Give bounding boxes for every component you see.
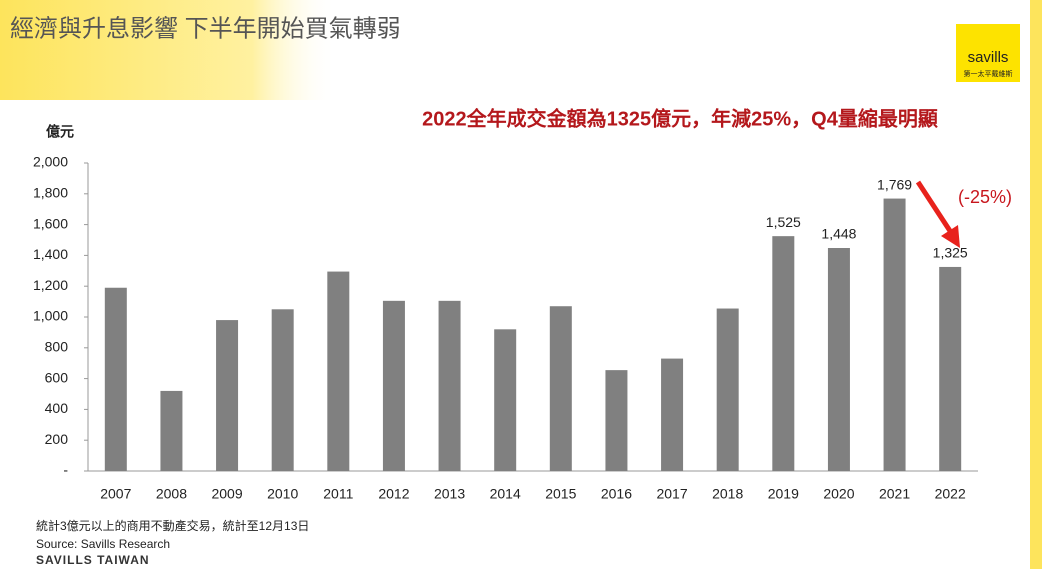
data-label: 1,448	[821, 226, 856, 242]
y-tick-label: 600	[45, 369, 69, 385]
y-tick-label: -	[63, 462, 68, 478]
logo-box	[956, 24, 1020, 82]
data-label: 1,525	[766, 214, 801, 230]
y-tick-label: 1,800	[33, 185, 68, 201]
bar	[382, 300, 405, 471]
x-tick-label: 2010	[267, 486, 298, 502]
x-tick-label: 2022	[935, 486, 966, 502]
y-tick-label: 1,200	[33, 277, 68, 293]
bar	[605, 370, 628, 471]
y-tick-label: 400	[45, 400, 69, 416]
x-tick-label: 2018	[712, 486, 743, 502]
bar	[939, 266, 962, 471]
bar	[494, 329, 517, 471]
x-tick-label: 2021	[879, 486, 910, 502]
slide-title: 經濟與升息影響 下半年開始買氣轉弱	[10, 15, 401, 42]
logo-name: savills	[968, 49, 1009, 66]
x-tick-label: 2017	[656, 486, 687, 502]
header-band	[0, 0, 560, 100]
right-strip	[1030, 0, 1042, 569]
x-tick-label: 2016	[601, 486, 632, 502]
x-tick-label: 2019	[768, 486, 799, 502]
x-tick-label: 2013	[434, 486, 465, 502]
x-tick-label: 2020	[823, 486, 854, 502]
bar	[327, 271, 350, 471]
y-tick-label: 1,400	[33, 246, 68, 262]
y-tick-label: 200	[45, 431, 69, 447]
bar	[104, 287, 127, 471]
bar	[661, 358, 684, 471]
bar	[772, 236, 795, 471]
x-tick-label: 2011	[323, 486, 353, 502]
y-tick-label: 800	[45, 339, 69, 355]
bar	[716, 308, 739, 471]
bar	[216, 320, 239, 471]
y-axis-label: 億元	[46, 124, 74, 140]
data-label: 1,325	[933, 245, 968, 261]
bar	[827, 248, 850, 471]
data-label: 1,769	[877, 176, 912, 192]
logo-tagline: 第一太平戴維斯	[964, 69, 1013, 78]
chart-subtitle: 2022全年成交金額為1325億元，年減25%，Q4量縮最明顯	[422, 106, 938, 130]
arrow-head	[941, 225, 960, 248]
x-tick-label: 2008	[156, 486, 187, 502]
source: Source: Savills Research	[36, 537, 170, 551]
x-tick-label: 2012	[378, 486, 409, 502]
footnote: 統計3億元以上的商用不動產交易，統計至12月13日	[36, 518, 309, 533]
annotation: (-25%)	[958, 187, 1012, 207]
arrow-shaft	[915, 180, 955, 236]
bar	[883, 198, 906, 471]
bar	[160, 390, 183, 471]
bar	[549, 306, 572, 471]
x-tick-label: 2015	[545, 486, 576, 502]
x-tick-label: 2007	[100, 486, 131, 502]
footer: SAVILLS TAIWAN	[36, 553, 150, 567]
y-tick-label: 1,000	[33, 308, 68, 324]
x-tick-label: 2014	[490, 486, 521, 502]
y-tick-label: 2,000	[33, 154, 68, 170]
y-tick-label: 1,600	[33, 215, 68, 231]
x-tick-label: 2009	[211, 486, 242, 502]
bar	[271, 309, 294, 471]
bar	[438, 300, 461, 471]
